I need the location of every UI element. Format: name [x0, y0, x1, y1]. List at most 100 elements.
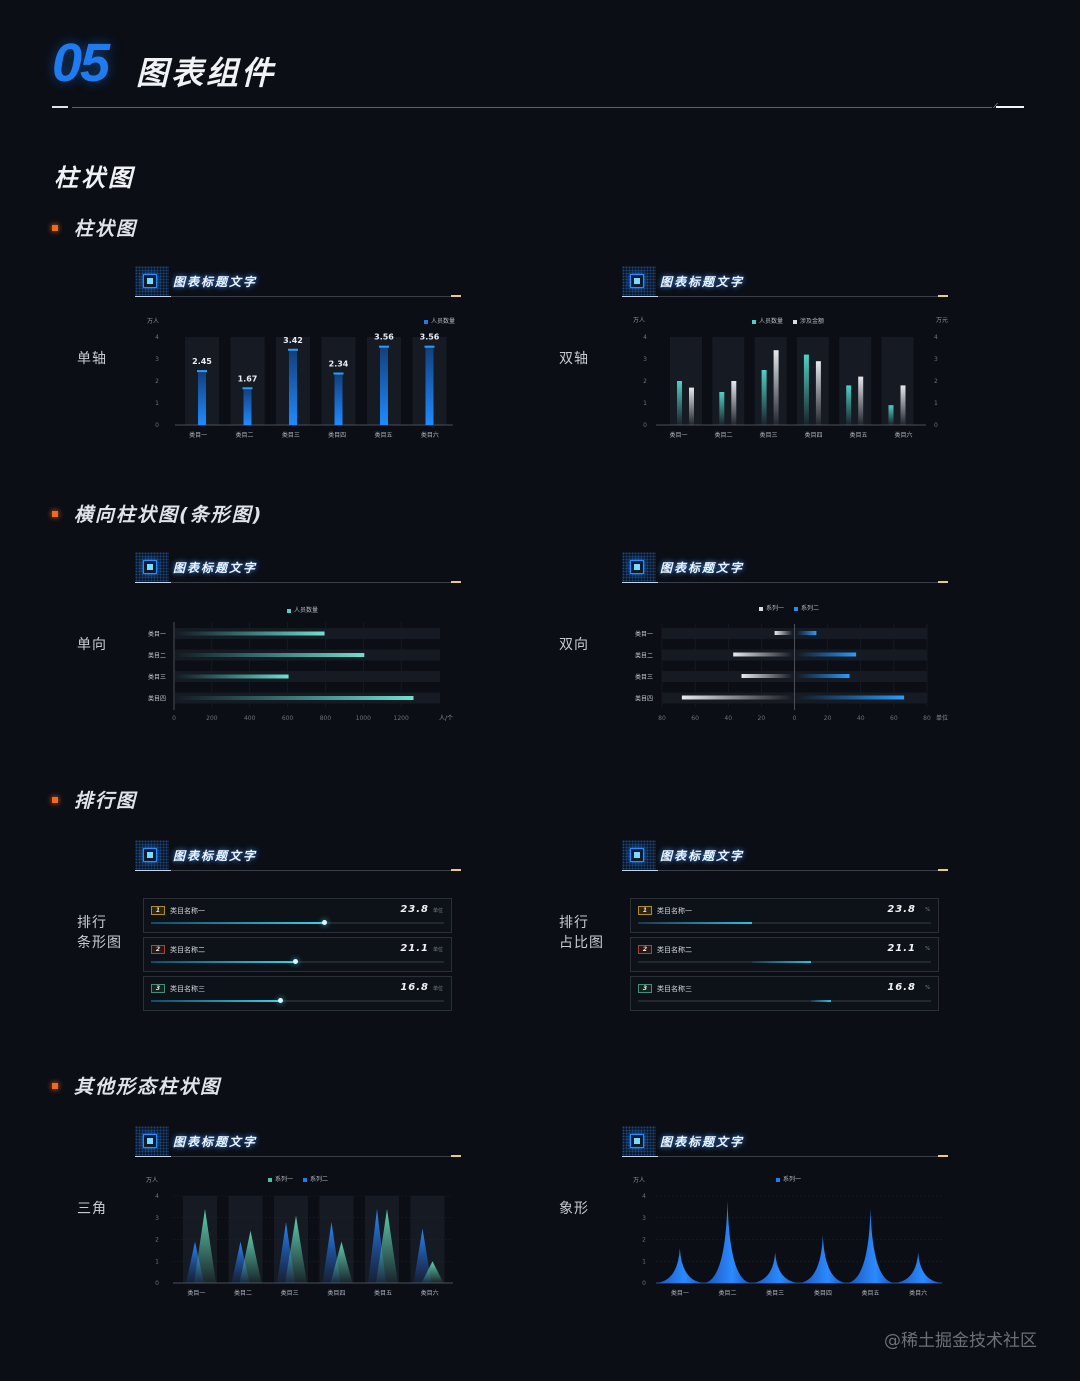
svg-text:类目二: 类目二 — [635, 652, 653, 660]
rank-value: 21.1 — [887, 943, 916, 954]
chart-rank-bar: 图表标题文字 1 类目名称一 23.8 单位 2 类目名称二 21.1 单位 3 类目名称三 16.… — [135, 840, 461, 1020]
legend: 人员数量 涉及金额 — [752, 316, 824, 325]
svg-text:1200: 1200 — [394, 715, 409, 722]
svg-text:0: 0 — [155, 422, 159, 429]
rank-item: 1 类目名称一 23.8 单位 — [143, 898, 452, 933]
svg-text:4: 4 — [155, 334, 159, 341]
rank-unit: % — [925, 946, 930, 952]
label-rank-share: 排行 占比图 — [559, 915, 604, 951]
rank-unit: 单位 — [432, 947, 443, 953]
rank-value: 16.8 — [400, 982, 429, 993]
rank-name: 类目名称二 — [170, 946, 205, 954]
rank-name: 类目名称二 — [657, 946, 692, 954]
chart-triangle: 图表标题文字 万人 系列一 系列二 4 3 2 1 0 类目一 类目二 类目三 类目四 类目五 类目六 — [135, 1126, 461, 1306]
svg-text:1: 1 — [155, 400, 159, 407]
progress-fill — [810, 1000, 832, 1002]
rank-item: 1 类目名称一 23.8% — [630, 898, 939, 933]
svg-text:0: 0 — [172, 715, 176, 722]
divider-tail — [996, 106, 1024, 108]
label-one-way: 单向 — [77, 637, 107, 653]
svg-text:4: 4 — [642, 1193, 646, 1200]
rank-unit: % — [925, 907, 930, 913]
svg-text:0: 0 — [642, 1280, 646, 1287]
svg-text:4: 4 — [934, 334, 938, 341]
svg-text:类目四: 类目四 — [148, 695, 166, 703]
chart-icon — [143, 1134, 157, 1148]
chart-icon — [143, 848, 157, 862]
section-title: 柱状图 — [54, 164, 135, 192]
progress-fill — [752, 961, 811, 963]
svg-text:类目二: 类目二 — [148, 652, 166, 660]
svg-text:2: 2 — [934, 378, 938, 385]
svg-text:600: 600 — [282, 715, 294, 722]
progress-fill — [151, 961, 295, 963]
svg-text:2: 2 — [155, 378, 159, 385]
triangle-chart-svg: 4 3 2 1 0 类目一 类目二 类目三 类目四 类目五 类目六 — [155, 1193, 453, 1297]
bullet-icon — [52, 1082, 58, 1089]
subsection-other: 其他形态柱状图 — [52, 1072, 221, 1099]
svg-text:类目四: 类目四 — [327, 1289, 345, 1297]
label-rank-bar: 排行 条形图 — [77, 915, 122, 951]
progress-fill — [151, 1000, 280, 1002]
svg-text:0: 0 — [934, 422, 938, 429]
svg-text:类目六: 类目六 — [909, 1289, 927, 1297]
legend: 系列一 — [776, 1174, 801, 1183]
rank-badge: 2 — [638, 945, 652, 954]
card-header: 图表标题文字 — [622, 552, 948, 584]
svg-text:类目三: 类目三 — [766, 1289, 784, 1297]
chart-icon — [630, 560, 644, 574]
bullet-icon — [52, 510, 58, 517]
rank-name: 类目名称一 — [657, 907, 692, 915]
svg-text:类目六: 类目六 — [421, 1289, 439, 1297]
progress-knob — [277, 998, 283, 1003]
chart-one-way: 图表标题文字 人员数量 0 200 400 600 800 1000 1200 人/个 类目一类… — [135, 552, 461, 732]
rank-badge: 3 — [151, 984, 165, 993]
svg-text:人/个: 人/个 — [439, 715, 453, 722]
chart-pictorial: 图表标题文字 万人 系列一 4 3 2 1 0 类目一 类目二 类目三 类目四 类目五 类目六 — [622, 1126, 948, 1306]
chart-single-axis: 图表标题文字 万人 人员数量 4 3 2 1 0 类目一 类目二 类目三 类目四 类目五 类目六 2.… — [135, 266, 461, 446]
svg-text:类目三: 类目三 — [282, 431, 300, 439]
svg-text:类目四: 类目四 — [328, 431, 346, 439]
rank-badge: 1 — [638, 906, 652, 915]
svg-text:1: 1 — [155, 1258, 159, 1265]
card-header: 图表标题文字 — [622, 840, 948, 872]
bullet-icon — [52, 224, 58, 231]
svg-text:类目一: 类目一 — [635, 630, 653, 638]
rank-item: 3 类目名称三 16.8 单位 — [143, 976, 452, 1011]
rank-value: 16.8 — [887, 982, 916, 993]
svg-text:类目三: 类目三 — [635, 673, 653, 681]
svg-text:3: 3 — [155, 356, 159, 363]
rank-badge: 1 — [151, 906, 165, 915]
svg-text:2: 2 — [642, 1237, 646, 1244]
bar-chart-svg: 4 4 3 3 2 2 1 1 0 0 类目一 类目二 类目三 类目四 类目五 类目六 — [643, 334, 938, 439]
rank-item: 2 类目名称二 21.1% — [630, 937, 939, 972]
svg-text:800: 800 — [320, 715, 332, 722]
svg-text:类目五: 类目五 — [849, 431, 867, 439]
chart-icon — [143, 274, 157, 288]
svg-text:80: 80 — [658, 715, 666, 722]
rank-badge: 2 — [151, 945, 165, 954]
label-dual-axis: 双轴 — [559, 351, 589, 367]
rank-value: 23.8 — [887, 904, 916, 915]
chart-rank-share: 图表标题文字 1 类目名称一 23.8% 2 类目名称二 21.1% 3 类目名称三 16.8% — [622, 840, 948, 1020]
subsection-horizontal: 横向柱状图(条形图) — [52, 500, 263, 527]
svg-text:1000: 1000 — [356, 715, 371, 722]
svg-text:类目四: 类目四 — [814, 1289, 832, 1297]
svg-text:60: 60 — [691, 715, 699, 722]
svg-text:单位: 单位 — [936, 714, 948, 722]
divider-line — [72, 107, 992, 108]
svg-text:60: 60 — [890, 715, 898, 722]
progress-fill — [638, 922, 753, 924]
pictorial-chart-svg: 4 3 2 1 0 类目一 类目二 类目三 类目四 类目五 类目六 — [642, 1193, 942, 1297]
progress-track — [638, 922, 931, 924]
svg-text:1: 1 — [934, 400, 938, 407]
rank-badge: 3 — [638, 984, 652, 993]
svg-text:40: 40 — [857, 715, 865, 722]
svg-text:200: 200 — [206, 715, 218, 722]
card-header: 图表标题文字 — [135, 1126, 461, 1158]
progress-fill — [151, 922, 324, 924]
svg-text:20: 20 — [758, 715, 766, 722]
rank-item: 3 类目名称三 16.8% — [630, 976, 939, 1011]
bullet-icon — [52, 796, 58, 803]
